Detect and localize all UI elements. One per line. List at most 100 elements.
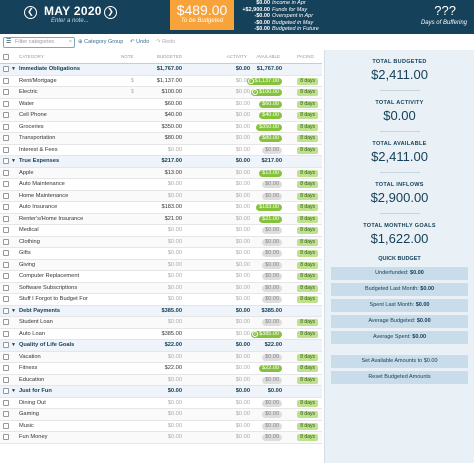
pacing-badge[interactable]: 8 days xyxy=(297,238,318,246)
available-pill[interactable]: $0.00 xyxy=(262,238,282,246)
available-pill[interactable]: $21.00 xyxy=(259,215,282,223)
group-name[interactable]: Just for Fun xyxy=(19,388,52,394)
collapse-triangle-icon[interactable]: ▼ xyxy=(11,307,16,314)
row-checkbox[interactable] xyxy=(3,330,9,337)
category-row[interactable]: Stuff I Forgot to Budget For $0.00 $0.00 $0… xyxy=(0,294,322,306)
activity-amount[interactable]: $0.00 xyxy=(235,365,250,371)
budgeted-amount[interactable]: $1,137.00 xyxy=(156,77,182,84)
pacing-cell[interactable]: 8 days xyxy=(297,329,318,340)
activity-amount[interactable]: $0.00 xyxy=(235,192,250,199)
available-amount[interactable]: $350.00 xyxy=(256,122,282,133)
available-amount[interactable]: $183.00 xyxy=(256,202,282,213)
collapse-triangle-icon[interactable]: ▼ xyxy=(11,158,16,164)
activity-amount[interactable]: $0.00 xyxy=(235,89,250,95)
available-pill[interactable]: $0.00 xyxy=(262,434,282,441)
row-checkbox[interactable] xyxy=(3,376,9,383)
category-row[interactable]: Home Maintenance $0.00 $0.00 $0.00 8 days xyxy=(0,190,322,202)
available-amount[interactable]: $0.00 xyxy=(262,248,282,259)
pacing-badge[interactable]: 8 days xyxy=(297,284,318,292)
budgeted-amount[interactable]: $60.00 xyxy=(164,100,182,107)
pacing-cell[interactable]: 8 days xyxy=(297,283,318,294)
activity-amount[interactable]: $0.00 xyxy=(235,250,250,256)
available-pill[interactable]: $0.00 xyxy=(262,192,282,200)
row-checkbox[interactable] xyxy=(3,307,9,314)
available-pill[interactable]: ✓ $385.00 xyxy=(251,330,282,338)
row-checkbox[interactable] xyxy=(3,353,9,360)
category-name[interactable]: Medical xyxy=(19,227,39,233)
pacing-cell[interactable]: 8 days xyxy=(297,398,318,409)
row-checkbox[interactable] xyxy=(3,135,9,141)
budgeted-amount[interactable]: $0.00 xyxy=(167,376,182,383)
available-pill[interactable]: $0.00 xyxy=(262,227,282,234)
row-checkbox[interactable] xyxy=(3,192,9,199)
pacing-badge[interactable]: 8 days xyxy=(297,169,318,177)
pacing-cell[interactable]: 8 days xyxy=(297,409,318,420)
row-checkbox[interactable] xyxy=(3,181,9,187)
available-pill[interactable]: ✓ $1,137.00 xyxy=(246,77,282,85)
available-pill[interactable]: $80.00 xyxy=(259,135,282,142)
pacing-cell[interactable]: 8 days xyxy=(297,363,318,374)
budgeted-amount[interactable]: $0.00 xyxy=(167,353,182,360)
pacing-cell[interactable]: 8 days xyxy=(297,122,318,133)
available-amount[interactable]: $0.00 xyxy=(262,352,282,363)
pacing-cell[interactable]: 8 days xyxy=(297,271,318,282)
activity-amount[interactable]: $0.00 xyxy=(235,399,250,406)
pacing-badge[interactable]: 8 days xyxy=(297,146,318,154)
activity-amount[interactable]: $0.00 xyxy=(235,296,250,302)
available-amount[interactable]: ✓ $1,137.00 xyxy=(246,76,282,87)
available-amount[interactable]: $0.00 xyxy=(262,179,282,190)
activity-amount[interactable]: $0.00 xyxy=(235,238,250,245)
pacing-badge[interactable]: 8 days xyxy=(297,296,318,303)
pacing-badge[interactable]: 8 days xyxy=(297,319,318,326)
category-group-row[interactable]: ▼ Debt Payments $385.00 $0.00 $385.00 xyxy=(0,305,322,317)
budgeted-amount[interactable]: $350.00 xyxy=(161,123,182,130)
column-category[interactable]: CATEGORY xyxy=(19,54,44,59)
quick-budget-button[interactable]: Average Budgeted: $0.00 xyxy=(331,315,468,328)
available-pill[interactable]: $0.00 xyxy=(262,250,282,257)
category-row[interactable]: Groceries $350.00 $0.00 $350.00 8 days xyxy=(0,121,322,133)
activity-amount[interactable]: $0.00 xyxy=(235,434,250,440)
row-checkbox[interactable] xyxy=(3,273,9,279)
category-name[interactable]: Stuff I Forgot to Budget For xyxy=(19,296,88,302)
row-checkbox[interactable] xyxy=(3,215,9,222)
activity-amount[interactable]: $0.00 xyxy=(235,261,250,268)
activity-amount[interactable]: $0.00 xyxy=(235,169,250,176)
pacing-cell[interactable]: 8 days xyxy=(297,432,318,443)
available-pill[interactable]: $0.00 xyxy=(262,353,282,361)
category-name[interactable]: Auto Insurance xyxy=(19,204,58,210)
row-checkbox[interactable] xyxy=(3,158,9,164)
row-checkbox[interactable] xyxy=(3,112,9,118)
available-pill[interactable]: $0.00 xyxy=(262,284,282,292)
category-name[interactable]: Auto Loan xyxy=(19,330,45,337)
budgeted-amount[interactable]: $0.00 xyxy=(167,319,182,325)
quick-budget-action-button[interactable]: Reset Budgeted Amounts xyxy=(331,371,468,384)
activity-amount[interactable]: $0.00 xyxy=(235,100,250,107)
available-amount[interactable]: $0.00 xyxy=(262,191,282,202)
available-amount[interactable]: $21.00 xyxy=(259,214,282,225)
pacing-badge[interactable]: 8 days xyxy=(297,181,318,188)
note-icon[interactable]: $ xyxy=(131,89,134,95)
category-name[interactable]: Renter's/Home Insurance xyxy=(19,215,84,222)
pacing-badge[interactable]: 8 days xyxy=(297,215,318,223)
row-checkbox[interactable] xyxy=(3,169,9,176)
available-amount[interactable]: $60.00 xyxy=(259,99,282,110)
activity-amount[interactable]: $0.00 xyxy=(235,123,250,130)
category-name[interactable]: Water xyxy=(19,100,34,107)
category-name[interactable]: Cell Phone xyxy=(19,112,47,118)
category-group-row[interactable]: ▼ Immediate Obligations $1,767.00 $0.00 $1,7… xyxy=(0,64,322,76)
category-row[interactable]: Electric $ $100.00 $0.00 ✓ $100.00 8 days xyxy=(0,87,322,99)
pacing-cell[interactable]: 8 days xyxy=(297,99,318,110)
category-group-row[interactable]: ▼ True Expenses $217.00 $0.00 $217.00 xyxy=(0,156,322,168)
category-name[interactable]: Vacation xyxy=(19,353,41,360)
pacing-cell[interactable]: 8 days xyxy=(297,202,318,213)
activity-amount[interactable]: $0.00 xyxy=(235,319,250,325)
budgeted-amount[interactable]: $0.00 xyxy=(167,296,182,302)
select-all-checkbox[interactable] xyxy=(3,54,9,60)
budgeted-amount[interactable]: $0.00 xyxy=(167,146,182,153)
activity-amount[interactable]: $0.00 xyxy=(235,411,250,417)
pacing-badge[interactable]: 8 days xyxy=(297,89,318,96)
budgeted-amount[interactable]: $80.00 xyxy=(164,135,182,141)
quick-budget-button[interactable]: Spent Last Month: $0.00 xyxy=(331,299,468,312)
note-icon[interactable]: $ xyxy=(131,77,134,84)
pacing-badge[interactable]: 8 days xyxy=(297,365,318,372)
